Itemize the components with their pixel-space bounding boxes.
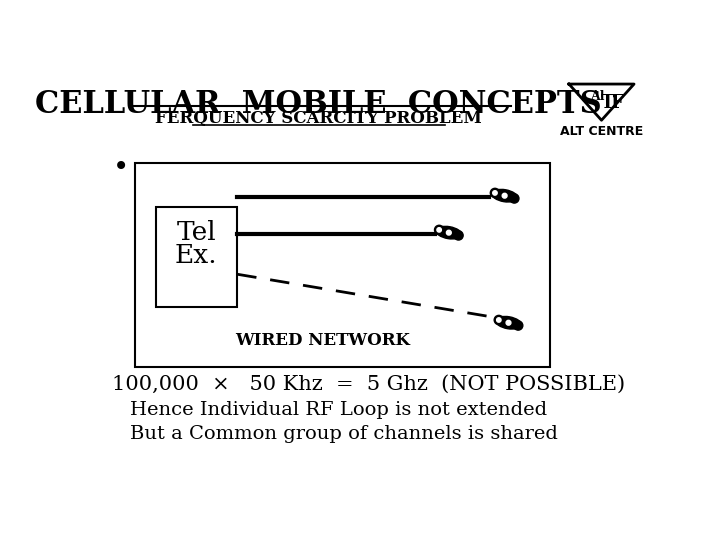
Circle shape <box>497 318 501 322</box>
Ellipse shape <box>436 226 462 239</box>
Ellipse shape <box>454 231 463 240</box>
Circle shape <box>506 320 511 325</box>
Circle shape <box>503 193 507 198</box>
Ellipse shape <box>494 315 503 325</box>
Ellipse shape <box>434 225 444 234</box>
Bar <box>135 163 549 367</box>
Ellipse shape <box>490 188 500 198</box>
Circle shape <box>437 228 441 232</box>
Text: Al: Al <box>590 90 604 103</box>
Ellipse shape <box>510 194 519 203</box>
Text: But a Common group of channels is shared: But a Common group of channels is shared <box>130 425 558 443</box>
Text: FERQUENCY SCARCITY PROBLEM: FERQUENCY SCARCITY PROBLEM <box>156 110 482 127</box>
Text: F: F <box>611 94 624 112</box>
Ellipse shape <box>495 316 521 329</box>
Circle shape <box>492 191 498 195</box>
Text: •: • <box>113 153 129 181</box>
Text: CELLULAR  MOBILE  CONCEPTS: CELLULAR MOBILE CONCEPTS <box>35 90 602 120</box>
Text: T: T <box>601 94 614 112</box>
Ellipse shape <box>513 321 523 330</box>
Text: WIRED NETWORK: WIRED NETWORK <box>235 332 410 349</box>
Text: 100,000  ×   50 Khz  =  5 Ghz  (NOT POSSIBLE): 100,000 × 50 Khz = 5 Ghz (NOT POSSIBLE) <box>112 374 626 393</box>
Text: Hence Individual RF Loop is not extended: Hence Individual RF Loop is not extended <box>130 401 547 419</box>
Bar <box>156 207 238 307</box>
Circle shape <box>446 230 451 235</box>
Ellipse shape <box>492 190 518 202</box>
Text: Tel: Tel <box>176 220 216 245</box>
Text: ALT CENTRE: ALT CENTRE <box>560 125 643 138</box>
Text: Ex.: Ex. <box>175 244 217 268</box>
